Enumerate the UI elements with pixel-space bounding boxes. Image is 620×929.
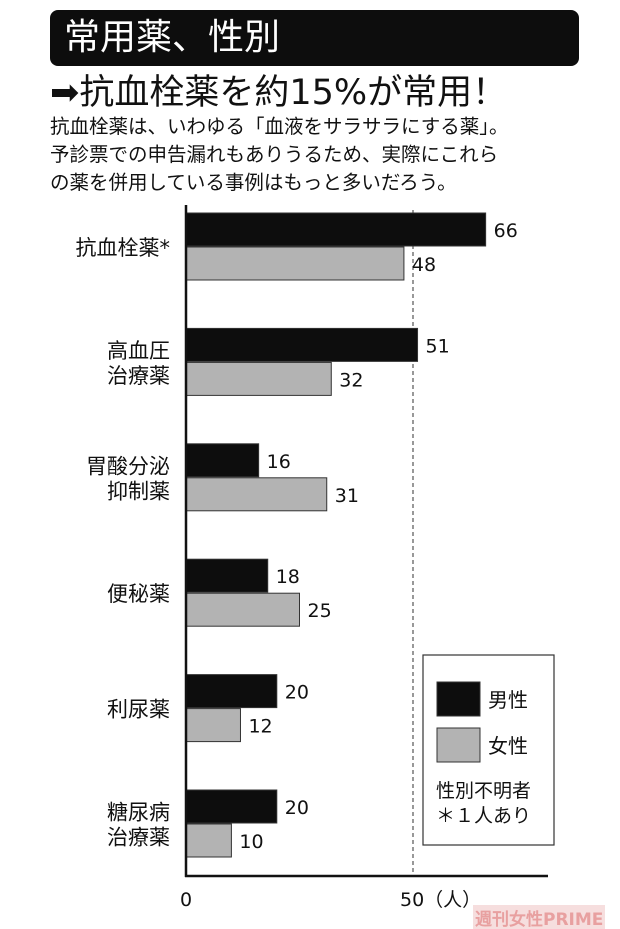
category-label: 抗血栓薬* <box>76 236 171 260</box>
data-label: 10 <box>239 831 263 853</box>
bar-male <box>185 212 487 247</box>
data-label: 12 <box>248 716 272 738</box>
bar-female <box>185 823 232 858</box>
watermark-logo: 週刊女性PRIME <box>473 905 606 929</box>
data-label: 25 <box>308 600 332 622</box>
bar-female <box>185 708 241 743</box>
category-label: 抑制薬 <box>107 479 170 503</box>
description-line: の薬を併用している事例はもっと多いだろう。 <box>50 171 457 194</box>
x-tick-label: 50（人） <box>400 889 481 911</box>
bar-female <box>185 361 332 396</box>
chart-title: 常用薬、性別 <box>64 17 281 58</box>
bar-male <box>185 327 419 362</box>
description-line: 抗血栓薬は、いわゆる「血液をサラサラにする薬」。 <box>50 115 509 138</box>
legend-note: 性別不明者 <box>436 780 531 802</box>
data-label: 51 <box>426 335 450 357</box>
data-label: 18 <box>276 566 300 588</box>
bar-female <box>185 477 328 512</box>
legend-label: 女性 <box>488 734 528 758</box>
category-label: 糖尿病 <box>107 801 170 825</box>
bar-male <box>185 558 269 593</box>
legend-swatch <box>436 681 481 717</box>
title-bar: 常用薬、性別 <box>50 10 579 66</box>
legend-note: ＊１人あり <box>436 805 531 827</box>
description-line: 予診票での申告漏れもありうるため、実際にこれら <box>50 143 499 166</box>
category-label: 便秘薬 <box>107 582 170 606</box>
bar-male <box>185 674 278 709</box>
bar-female <box>185 246 405 281</box>
data-label: 31 <box>335 485 359 507</box>
data-label: 20 <box>285 682 309 704</box>
bar-female <box>185 592 300 627</box>
x-tick-label: 0 <box>180 889 192 911</box>
data-label: 32 <box>339 369 363 391</box>
bar-male <box>185 443 260 478</box>
category-label: 胃酸分泌 <box>86 454 170 478</box>
legend-label: 男性 <box>488 688 528 712</box>
category-label: 利尿薬 <box>107 698 170 722</box>
data-label: 66 <box>494 220 518 242</box>
category-label: 治療薬 <box>107 364 170 388</box>
category-label: 高血圧 <box>107 339 170 363</box>
data-label: 48 <box>412 254 436 276</box>
headline: ➡抗血栓薬を約15%が常用！ <box>50 73 508 113</box>
legend-swatch <box>436 727 481 763</box>
bar-male <box>185 789 278 824</box>
description: 抗血栓薬は、いわゆる「血液をサラサラにする薬」。 予診票での申告漏れもありうるた… <box>50 113 590 197</box>
category-label: 治療薬 <box>107 826 170 850</box>
data-label: 20 <box>285 797 309 819</box>
data-label: 16 <box>267 451 291 473</box>
